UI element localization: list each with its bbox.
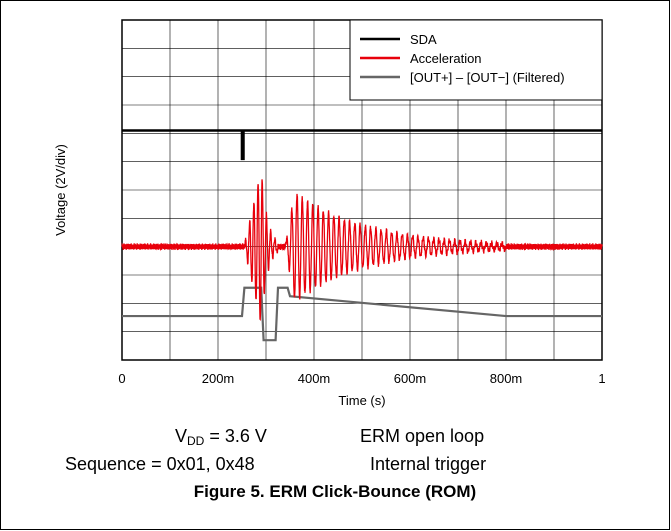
figure-caption: Figure 5. ERM Click-Bounce (ROM) <box>193 482 477 501</box>
x-tick-label: 600m <box>394 371 427 386</box>
mode-condition: ERM open loop <box>360 426 485 446</box>
legend-label: SDA <box>410 32 437 47</box>
legend-label: [OUT+] – [OUT−] (Filtered) <box>410 70 565 85</box>
x-tick-labels: 0 200m 400m 600m 800m 1 <box>118 371 605 386</box>
x-tick-label: 200m <box>202 371 235 386</box>
x-tick-label: 800m <box>490 371 523 386</box>
vdd-condition: VDD = 3.6 V <box>175 426 267 448</box>
legend-label: Acceleration <box>410 51 482 66</box>
x-tick-label: 400m <box>298 371 331 386</box>
y-axis-label: Voltage (2V/div) <box>53 144 68 236</box>
x-tick-label: 1 <box>598 371 605 386</box>
legend: SDA Acceleration [OUT+] – [OUT−] (Filtered… <box>349 19 603 101</box>
x-axis-label: Time (s) <box>338 393 385 408</box>
x-tick-label: 0 <box>118 371 125 386</box>
trigger-condition: Internal trigger <box>370 454 487 474</box>
chart: 0 200m 400m 600m 800m 1 Time (s) Voltage (2V/… <box>53 19 606 408</box>
legend-box <box>349 19 603 101</box>
series-layer <box>121 129 603 342</box>
series-acceleration <box>121 179 603 322</box>
series-sda <box>122 129 602 161</box>
series-out-filtered <box>122 286 602 342</box>
sequence-condition: Sequence = 0x01, 0x48 <box>65 454 255 474</box>
